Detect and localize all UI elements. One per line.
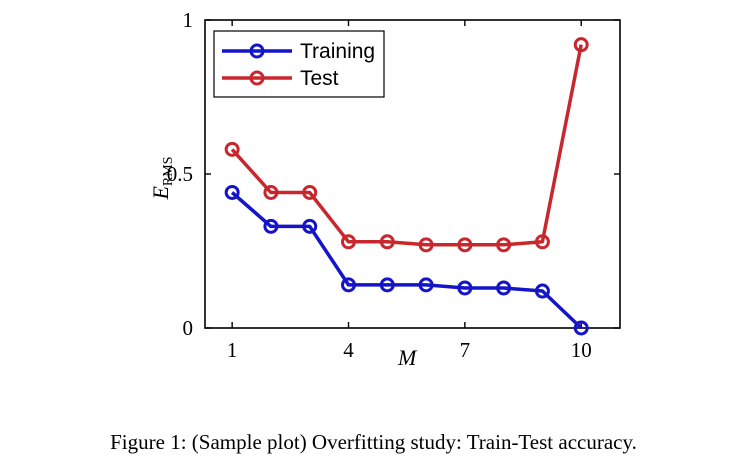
legend-label-training: Training: [300, 40, 375, 63]
x-tick-label: 10: [571, 338, 592, 362]
data-point-training: [496, 280, 512, 296]
data-point-test: [379, 234, 395, 250]
legend-label-test: Test: [300, 67, 339, 90]
y-ticks: 00.51: [167, 8, 620, 340]
data-point-test: [573, 37, 589, 53]
legend-marker-training: [249, 43, 265, 59]
data-point-test: [457, 237, 473, 253]
data-point-test: [302, 184, 318, 200]
y-axis-label: ERMS: [148, 156, 176, 200]
data-point-test: [263, 184, 279, 200]
series-layer: [224, 37, 589, 336]
x-tick-label: 4: [343, 338, 354, 362]
x-tick-label: 1: [227, 338, 238, 362]
data-point-training: [302, 218, 318, 234]
data-point-training: [457, 280, 473, 296]
data-point-test: [534, 234, 550, 250]
data-point-training: [224, 184, 240, 200]
data-point-test: [341, 234, 357, 250]
data-point-training: [573, 320, 589, 336]
x-axis-label: M: [397, 345, 418, 370]
data-point-test: [418, 237, 434, 253]
legend-box: [213, 30, 385, 98]
data-point-training: [418, 277, 434, 293]
data-point-training: [263, 218, 279, 234]
data-point-training: [534, 283, 550, 299]
legend: Training Test: [213, 30, 385, 98]
y-tick-label: 1: [183, 8, 194, 32]
data-point-training: [379, 277, 395, 293]
series-line-test: [230, 44, 583, 247]
data-point-test: [496, 237, 512, 253]
series-line-training: [230, 191, 583, 330]
data-point-training: [341, 277, 357, 293]
figure-caption: Figure 1: (Sample plot) Overfitting stud…: [110, 430, 637, 454]
y-tick-label: 0.5: [167, 162, 193, 186]
y-tick-label: 0: [183, 316, 194, 340]
data-point-test: [224, 141, 240, 157]
x-ticks: 1 4 7 10: [227, 20, 592, 362]
y-axis-label-main: E: [148, 186, 173, 201]
legend-marker-test: [249, 70, 265, 86]
x-tick-label: 7: [460, 338, 471, 362]
chart-figure: 00.51 1 4 7 10 Training Test M ERMS: [148, 8, 621, 370]
y-axis-label-subscript: RMS: [161, 156, 176, 186]
